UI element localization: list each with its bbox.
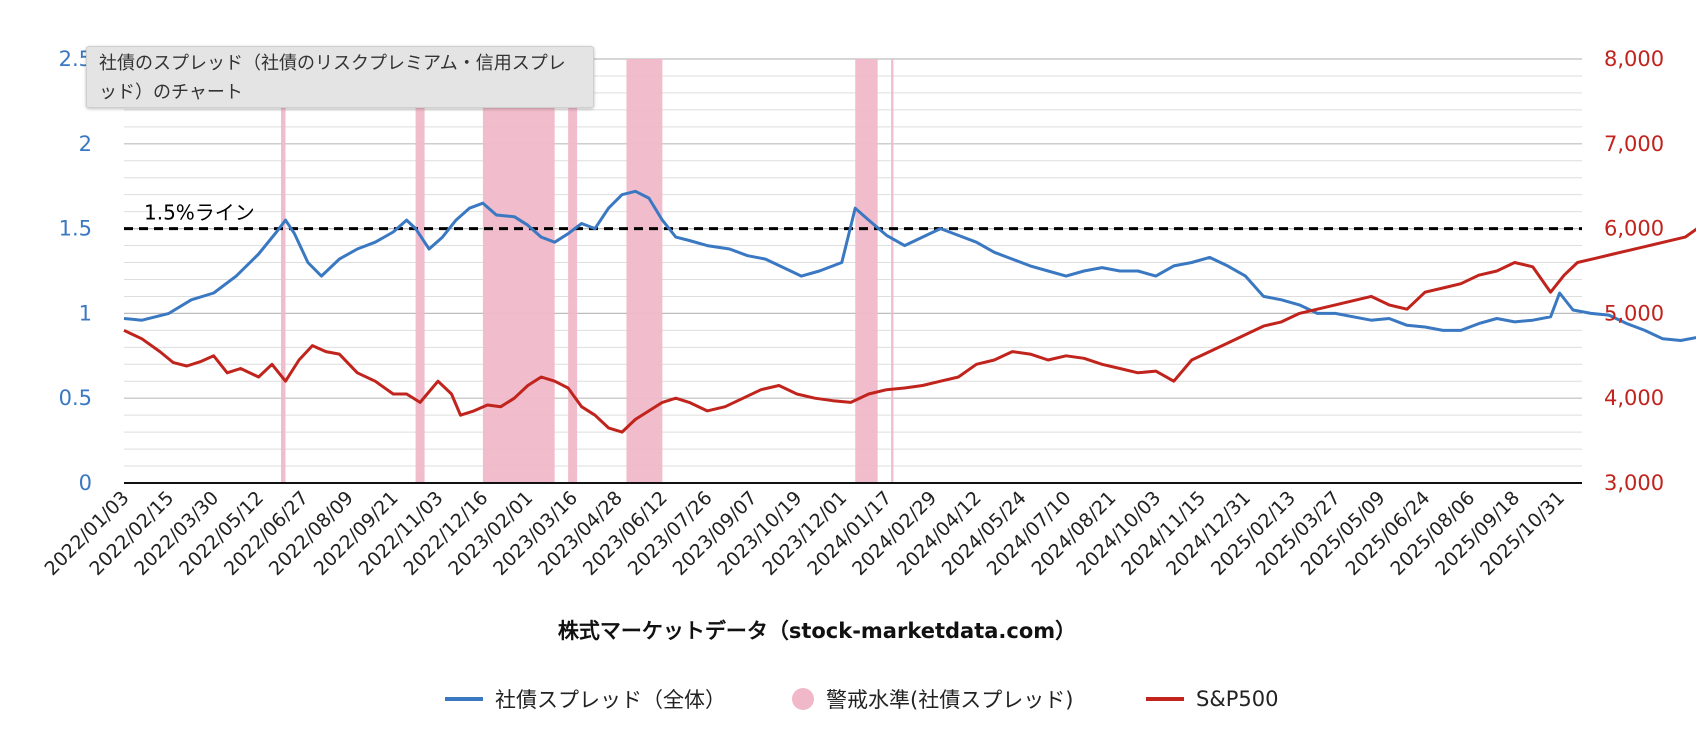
x-axis-title: 株式マーケットデータ（stock-marketdata.com） <box>558 619 1076 643</box>
legend-swatch-sp500 <box>1146 697 1184 701</box>
right-tick-label: 7,000 <box>1604 132 1664 156</box>
left-tick-label: 0.5 <box>59 386 92 410</box>
left-tick-label: 2 <box>79 132 92 156</box>
warning-band <box>855 59 878 483</box>
left-tick-label: 1 <box>79 301 92 325</box>
warning-band <box>568 59 578 483</box>
warning-band <box>626 59 663 483</box>
warning-band <box>482 59 555 483</box>
right-tick-label: 3,000 <box>1604 471 1664 495</box>
legend-swatch-warning <box>792 688 814 710</box>
warning-band <box>281 59 286 483</box>
right-tick-label: 6,000 <box>1604 217 1664 241</box>
threshold-label: 1.5%ライン <box>144 201 255 225</box>
warning-band <box>891 59 894 483</box>
right-tick-label: 5,000 <box>1604 301 1664 325</box>
right-tick-label: 8,000 <box>1604 47 1664 71</box>
legend: 社債スプレッド（全体） 警戒水準(社債スプレッド) S&P500 <box>0 684 1696 714</box>
chart-tooltip: 社債のスプレッド（社債のリスクプレミアム・信用スプレッド）のチャート <box>86 46 594 108</box>
legend-item-warning[interactable]: 警戒水準(社債スプレッド) <box>792 684 1073 714</box>
legend-label-spread: 社債スプレッド（全体） <box>495 688 726 712</box>
right-tick-label: 4,000 <box>1604 386 1664 410</box>
sp500-series-line <box>123 227 1696 434</box>
legend-swatch-spread <box>445 697 483 701</box>
legend-item-spread[interactable]: 社債スプレッド（全体） <box>445 684 726 714</box>
legend-item-sp500[interactable]: S&P500 <box>1146 684 1278 714</box>
left-tick-label: 1.5 <box>59 217 92 241</box>
spread-series-line <box>123 189 1696 342</box>
legend-label-warning: 警戒水準(社債スプレッド) <box>826 688 1074 712</box>
left-tick-label: 0 <box>79 471 92 495</box>
legend-label-sp500: S&P500 <box>1196 687 1279 711</box>
warning-band <box>415 59 425 483</box>
